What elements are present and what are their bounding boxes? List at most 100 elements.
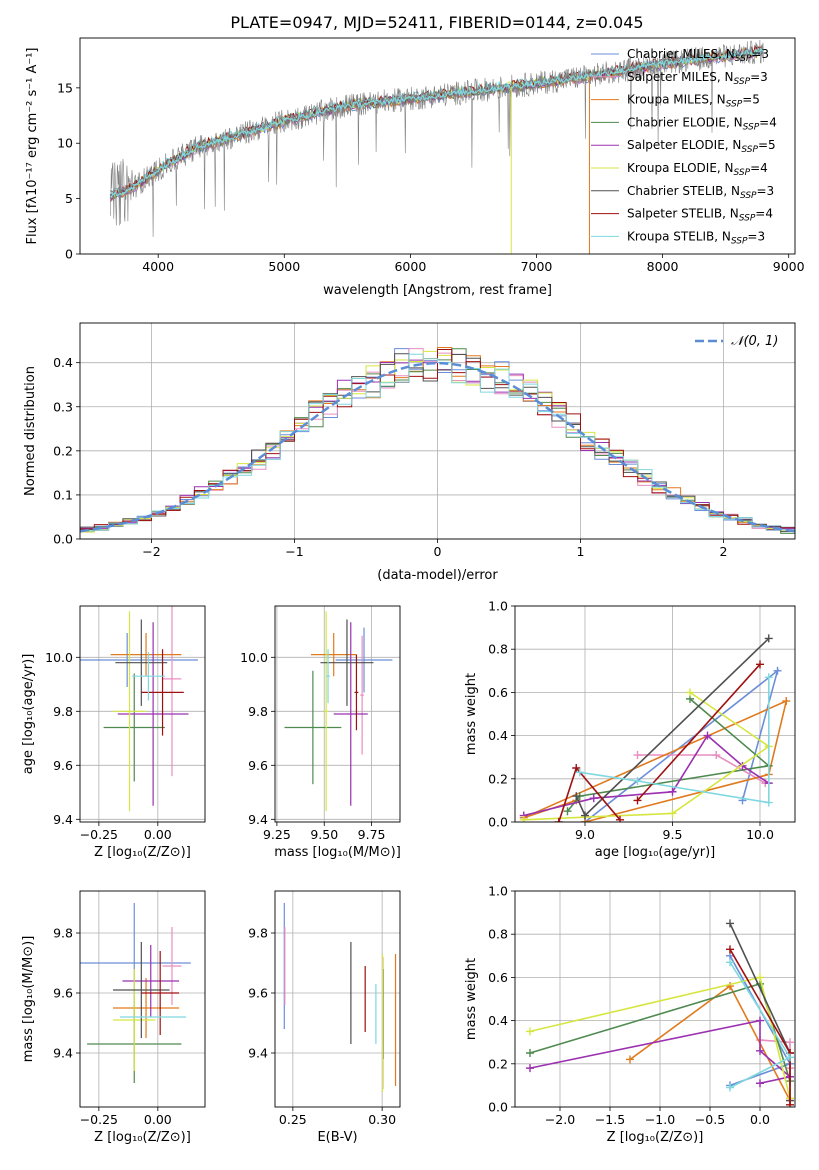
plus-marker xyxy=(726,945,734,954)
y-tick-label: 9.4 xyxy=(53,812,73,827)
errorbar-plot-area xyxy=(284,611,393,812)
x-axis-label: E(B-V) xyxy=(317,1130,357,1145)
x-tick-label: 0.0 xyxy=(750,1112,770,1127)
x-tick-label: 0 xyxy=(434,544,442,559)
x-tick-label: 9.25 xyxy=(263,827,291,842)
x-axis-label: age [log₁₀(age/yr)] xyxy=(595,845,716,860)
axes-frame xyxy=(79,890,206,1108)
age-vs-mass-panel: 9.25 9.50 9.75 9.4 9.6 9.8 10.0 mass [log₁₀(M/M… xyxy=(240,605,401,860)
plus-marker xyxy=(726,1083,734,1092)
x-tick-label: 8000 xyxy=(647,259,679,274)
plus-marker xyxy=(764,634,773,643)
plus-marker xyxy=(726,958,734,967)
age-vs-metallicity-panel: −0.25 0.00 9.4 9.6 9.8 10.0 Z [log₁₀(Z/Z⊙)] age… xyxy=(21,605,206,860)
plus-marker xyxy=(726,982,734,991)
legend-label: Chabrier STELIB, NSSP=3 xyxy=(627,184,774,201)
observed-spectrum-line xyxy=(110,39,764,237)
x-axis-label: (data-model)/error xyxy=(377,568,498,583)
x-tick-label: 0.00 xyxy=(144,1112,172,1127)
y-tick-label: 0.0 xyxy=(53,532,73,547)
x-tick-label: 7000 xyxy=(521,259,553,274)
weight-vs-metallicity-panel: −2.0 −1.5 −1.0 −0.5 0.0 0.0 0.2 0.4 0.6 0.8 1.0 Z [… xyxy=(464,884,796,1145)
legend-label: Kroupa ELODIE, NSSP=4 xyxy=(627,161,768,178)
plus-marker xyxy=(572,792,581,801)
axes-frame xyxy=(274,890,401,1108)
model-line-top xyxy=(109,48,764,198)
errorbar-plot-area xyxy=(283,903,397,1092)
weight-line xyxy=(523,691,771,821)
y-axis-label: Flux [fλ10⁻¹⁷ erg cm⁻² s⁻¹ A⁻¹] xyxy=(25,48,40,245)
y-tick-label: 9.6 xyxy=(248,758,268,773)
y-tick-label: 1.0 xyxy=(488,599,508,614)
x-tick-label: 9.5 xyxy=(663,827,683,842)
x-tick-label: −0.25 xyxy=(80,827,118,842)
x-tick-label: −2 xyxy=(142,544,160,559)
x-tick-label: 9.50 xyxy=(310,827,338,842)
y-tick-label: 1.0 xyxy=(488,884,508,899)
y-tick-label: 0.4 xyxy=(53,355,73,370)
x-tick-label: 1 xyxy=(577,544,585,559)
plus-marker xyxy=(633,796,642,805)
axes-frame xyxy=(79,605,206,823)
weight-line xyxy=(636,663,761,801)
y-tick-label: 0.6 xyxy=(488,685,508,700)
y-tick-label: 9.6 xyxy=(53,986,73,1001)
plus-marker xyxy=(616,815,624,822)
x-tick-label: −2.0 xyxy=(545,1112,575,1127)
spectrum-plot-area xyxy=(109,39,764,254)
y-tick-label: 9.6 xyxy=(53,758,73,773)
x-tick-label: −0.25 xyxy=(80,1112,118,1127)
y-tick-label: 9.4 xyxy=(248,1046,268,1061)
y-tick-label: 0.2 xyxy=(488,771,508,786)
plus-marker xyxy=(526,1049,534,1057)
mass-vs-metallicity-panel: −0.25 0.00 9.4 9.6 9.8 Z [log₁₀(Z/Z⊙)] mass [l… xyxy=(21,890,206,1145)
plus-marker xyxy=(633,776,642,785)
plus-marker xyxy=(572,764,581,772)
y-tick-label: 0.4 xyxy=(488,728,508,743)
axes-frame xyxy=(79,322,796,540)
plus-marker xyxy=(726,919,734,928)
x-axis-label: mass [log₁₀(M/M⊙)] xyxy=(274,845,401,860)
y-axis-label: mass weight xyxy=(464,958,479,1040)
x-tick-label: 4000 xyxy=(142,259,174,274)
plus-marker xyxy=(668,809,677,818)
y-tick-label: 9.8 xyxy=(53,926,73,941)
plus-marker xyxy=(756,1046,764,1055)
x-axis-label: Z [log₁₀(Z/Z⊙)] xyxy=(94,1130,191,1145)
plus-marker xyxy=(519,815,528,822)
y-tick-label: 10.0 xyxy=(45,650,73,665)
plus-marker xyxy=(756,660,764,669)
y-tick-label: 15 xyxy=(57,80,73,95)
plus-marker xyxy=(786,1053,794,1062)
y-tick-label: 0.2 xyxy=(488,1056,508,1071)
axes-frame xyxy=(79,37,796,255)
plus-marker xyxy=(526,1064,534,1073)
y-tick-label: 0.0 xyxy=(488,815,508,830)
axes-frame xyxy=(514,890,796,1108)
x-tick-label: −1.0 xyxy=(645,1112,675,1127)
plus-marker xyxy=(712,751,721,760)
plus-marker xyxy=(668,787,677,796)
x-axis-label: Z [log₁₀(Z/Z⊙)] xyxy=(607,1130,704,1145)
x-axis-label: Z [log₁₀(Z/Z⊙)] xyxy=(94,845,191,860)
legend-label: 𝒩(0, 1) xyxy=(731,334,778,349)
mass-vs-extinction-panel: 0.25 0.30 9.4 9.6 9.8 E(B-V) xyxy=(248,890,401,1145)
plus-marker xyxy=(773,666,782,675)
weight-line xyxy=(523,734,770,817)
plus-marker xyxy=(786,1038,794,1047)
legend-label: Salpeter MILES, NSSP=3 xyxy=(627,70,768,87)
normal-reference-curve xyxy=(80,361,795,533)
y-axis-label: age [log₁₀(age/yr)] xyxy=(21,654,36,775)
legend-label: Salpeter STELIB, NSSP=4 xyxy=(627,207,773,224)
weight-plot-area xyxy=(526,919,794,1107)
plus-marker xyxy=(686,688,694,697)
y-tick-label: 0.8 xyxy=(488,642,508,657)
x-tick-label: −0.5 xyxy=(695,1112,725,1127)
x-tick-label: 5000 xyxy=(268,259,300,274)
x-tick-label: 9000 xyxy=(773,259,805,274)
x-tick-label: 9.0 xyxy=(575,827,595,842)
y-tick-label: 9.8 xyxy=(53,704,73,719)
plus-marker xyxy=(756,1016,764,1025)
x-tick-label: −1.5 xyxy=(595,1112,625,1127)
spectrum-panel: 4000 5000 6000 7000 8000 9000 0 5 10 15 wavelength… xyxy=(25,37,805,298)
